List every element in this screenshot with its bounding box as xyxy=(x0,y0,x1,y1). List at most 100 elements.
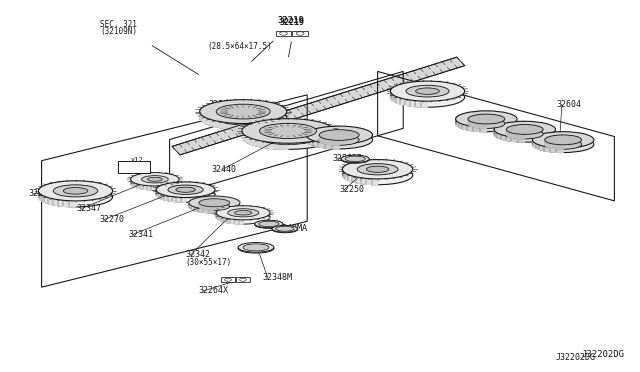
Polygon shape xyxy=(168,183,172,188)
Polygon shape xyxy=(462,124,467,130)
Ellipse shape xyxy=(238,243,274,252)
Polygon shape xyxy=(342,170,344,177)
Polygon shape xyxy=(511,137,518,142)
Polygon shape xyxy=(324,131,327,137)
Polygon shape xyxy=(164,183,168,189)
Polygon shape xyxy=(191,199,195,203)
Text: 32604: 32604 xyxy=(557,100,582,109)
Polygon shape xyxy=(324,138,327,144)
Polygon shape xyxy=(479,127,486,132)
Polygon shape xyxy=(216,101,224,108)
Polygon shape xyxy=(545,141,547,147)
Polygon shape xyxy=(508,132,510,137)
Polygon shape xyxy=(124,169,127,171)
Polygon shape xyxy=(58,181,63,188)
Text: 32348MA: 32348MA xyxy=(272,224,307,233)
Ellipse shape xyxy=(38,187,113,207)
Polygon shape xyxy=(205,206,208,210)
Ellipse shape xyxy=(216,206,270,220)
Ellipse shape xyxy=(494,121,556,138)
Polygon shape xyxy=(494,129,495,136)
Polygon shape xyxy=(539,134,544,139)
Polygon shape xyxy=(129,168,130,170)
Text: 32264X: 32264X xyxy=(198,286,228,295)
Text: x12: x12 xyxy=(131,157,144,163)
Polygon shape xyxy=(394,86,396,93)
Ellipse shape xyxy=(235,211,252,215)
Text: 32862P: 32862P xyxy=(333,154,363,163)
Polygon shape xyxy=(209,209,214,213)
Polygon shape xyxy=(494,128,495,134)
Polygon shape xyxy=(552,144,556,149)
Polygon shape xyxy=(309,129,313,136)
Polygon shape xyxy=(352,176,356,183)
Polygon shape xyxy=(259,120,268,128)
Polygon shape xyxy=(227,218,230,223)
Polygon shape xyxy=(532,138,533,144)
Polygon shape xyxy=(204,104,209,112)
Polygon shape xyxy=(127,168,129,170)
Bar xyxy=(221,278,235,282)
Ellipse shape xyxy=(148,177,162,181)
Polygon shape xyxy=(58,200,63,206)
Polygon shape xyxy=(137,174,140,179)
Polygon shape xyxy=(324,143,332,149)
Polygon shape xyxy=(211,207,214,211)
Ellipse shape xyxy=(216,210,270,224)
Polygon shape xyxy=(472,115,475,121)
Polygon shape xyxy=(40,187,42,195)
Polygon shape xyxy=(507,131,508,136)
Polygon shape xyxy=(198,208,204,212)
Polygon shape xyxy=(320,136,321,142)
Ellipse shape xyxy=(141,176,168,183)
Polygon shape xyxy=(246,123,252,132)
Ellipse shape xyxy=(468,114,505,124)
Polygon shape xyxy=(396,84,400,92)
Polygon shape xyxy=(191,206,195,211)
Polygon shape xyxy=(129,164,132,166)
Polygon shape xyxy=(221,208,223,213)
Ellipse shape xyxy=(131,173,179,186)
Polygon shape xyxy=(127,166,129,168)
Polygon shape xyxy=(209,119,216,127)
Polygon shape xyxy=(219,216,221,221)
Polygon shape xyxy=(239,206,243,210)
Ellipse shape xyxy=(216,104,270,119)
Polygon shape xyxy=(48,183,52,190)
Polygon shape xyxy=(123,165,124,167)
Ellipse shape xyxy=(255,220,283,228)
Polygon shape xyxy=(404,99,410,106)
Polygon shape xyxy=(122,168,123,170)
Ellipse shape xyxy=(390,87,465,107)
Polygon shape xyxy=(506,136,511,141)
Polygon shape xyxy=(140,173,143,178)
Ellipse shape xyxy=(122,166,147,172)
Polygon shape xyxy=(216,214,217,219)
Text: 32348M: 32348M xyxy=(262,273,292,282)
Polygon shape xyxy=(132,164,134,166)
Polygon shape xyxy=(224,100,234,107)
Polygon shape xyxy=(479,124,483,128)
Polygon shape xyxy=(143,173,147,177)
Text: 32604: 32604 xyxy=(310,133,335,142)
Ellipse shape xyxy=(242,119,334,143)
Polygon shape xyxy=(200,205,202,209)
Polygon shape xyxy=(459,123,462,129)
Polygon shape xyxy=(201,106,204,115)
Polygon shape xyxy=(415,101,421,107)
Ellipse shape xyxy=(189,200,240,213)
Polygon shape xyxy=(205,199,208,203)
Polygon shape xyxy=(278,119,288,125)
Polygon shape xyxy=(217,210,219,215)
Polygon shape xyxy=(223,207,227,212)
Polygon shape xyxy=(473,126,479,132)
Polygon shape xyxy=(500,123,506,129)
Polygon shape xyxy=(198,197,204,201)
Polygon shape xyxy=(130,169,131,171)
Polygon shape xyxy=(556,135,559,140)
Polygon shape xyxy=(550,132,556,137)
Polygon shape xyxy=(189,204,191,209)
Polygon shape xyxy=(131,177,132,182)
Ellipse shape xyxy=(545,135,582,145)
Polygon shape xyxy=(475,123,479,128)
